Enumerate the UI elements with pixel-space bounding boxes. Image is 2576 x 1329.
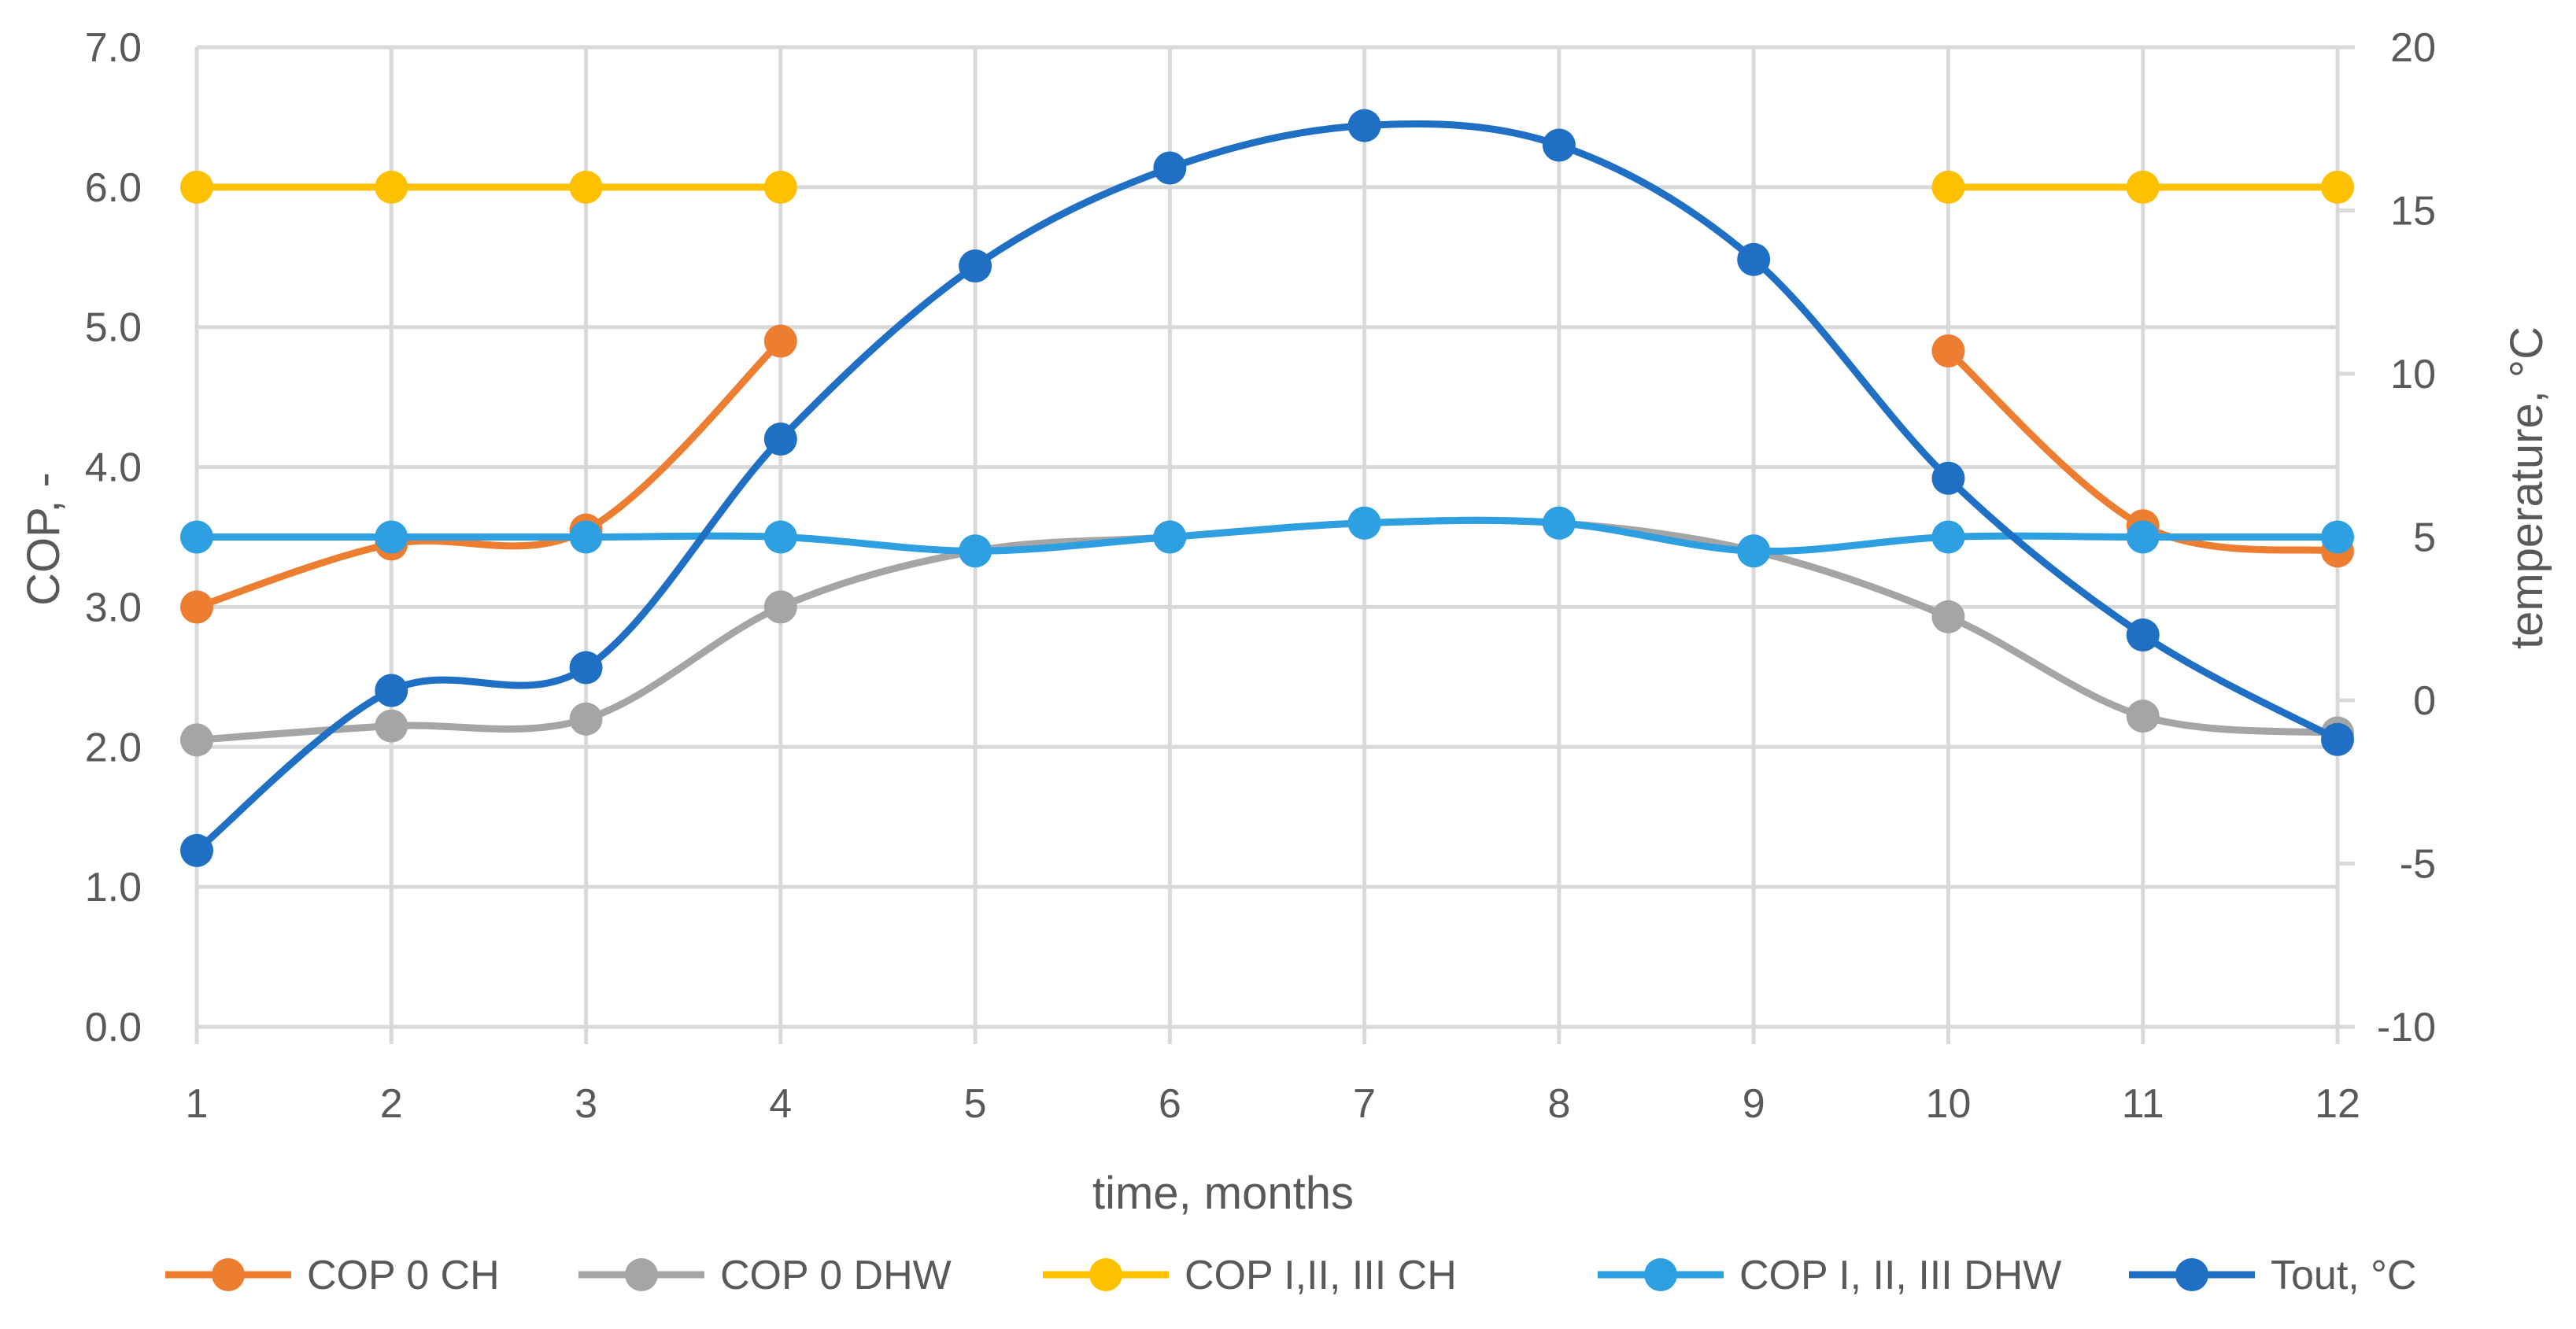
legend-item: COP I,II, III CH: [1043, 1253, 1457, 1298]
data-point: [180, 170, 213, 204]
legend-swatch-marker: [212, 1258, 245, 1291]
data-point: [2321, 520, 2354, 554]
data-point: [2321, 722, 2354, 756]
y-tick-label: 4.0: [85, 445, 142, 491]
y2-tick-label: -5: [2400, 842, 2436, 888]
data-point: [180, 520, 213, 554]
data-point: [375, 170, 408, 204]
legend-item: Tout, °C: [2129, 1253, 2417, 1298]
data-point: [569, 651, 603, 685]
data-point: [2126, 618, 2160, 652]
data-point: [1931, 600, 1965, 633]
data-point: [1931, 461, 1965, 495]
data-point: [763, 423, 797, 456]
y2-tick-label: 15: [2390, 189, 2436, 234]
y2-tick-label: -10: [2377, 1005, 2436, 1050]
y-tick-label: 3.0: [85, 585, 142, 630]
y2-axis-title: temperature, °C: [2501, 327, 2552, 649]
y-tick-label: 7.0: [85, 25, 142, 71]
legend-item: COP 0 DHW: [578, 1253, 952, 1298]
data-point: [1737, 534, 1771, 568]
x-tick-label: 4: [769, 1081, 792, 1127]
legend-label: COP I, II, III DHW: [1739, 1253, 2061, 1298]
legend-swatch-marker: [1644, 1258, 1677, 1291]
data-point: [375, 674, 408, 707]
x-tick-label: 2: [380, 1081, 403, 1127]
legend: COP 0 CH COP 0 DHW COP I,II, III CH COP I, …: [165, 1253, 2417, 1298]
legend-label: COP 0 CH: [307, 1253, 500, 1298]
data-point: [763, 170, 797, 204]
x-tick-label: 10: [1926, 1081, 1972, 1127]
y-axis-title: COP, -: [18, 472, 69, 606]
data-point: [2321, 170, 2354, 204]
y-tick-label: 6.0: [85, 165, 142, 211]
series-0: [180, 324, 2354, 624]
y2-tick-label: 20: [2390, 25, 2436, 71]
data-point: [959, 534, 992, 568]
y-tick-label: 0.0: [85, 1005, 142, 1050]
x-tick-label: 9: [1743, 1081, 1765, 1127]
y2-tick-label: 5: [2413, 515, 2436, 561]
legend-item: COP 0 CH: [165, 1253, 500, 1298]
y-tick-label: 1.0: [85, 865, 142, 910]
data-point: [1347, 506, 1381, 540]
x-tick-label: 7: [1353, 1081, 1376, 1127]
data-point: [1542, 506, 1576, 540]
data-point: [569, 170, 603, 204]
y-tick-label: 5.0: [85, 305, 142, 351]
x-tick-label: 5: [964, 1081, 987, 1127]
legend-label: Tout, °C: [2271, 1253, 2417, 1298]
data-point: [2126, 170, 2160, 204]
series-line: [193, 516, 2341, 556]
data-point: [1931, 334, 1965, 367]
series-line: [193, 338, 785, 611]
series-4: [180, 109, 2354, 867]
data-point: [763, 324, 797, 358]
x-tick-label: 12: [2315, 1081, 2360, 1127]
x-tick-label: 1: [186, 1081, 209, 1127]
x-tick-label: 3: [575, 1081, 597, 1127]
series-line: [193, 516, 2341, 744]
data-point: [180, 833, 213, 867]
data-point: [2126, 700, 2160, 733]
data-point: [375, 520, 408, 554]
legend-swatch-marker: [625, 1258, 658, 1291]
legend-item: COP I, II, III DHW: [1598, 1253, 2061, 1298]
data-point: [569, 702, 603, 736]
data-point: [1931, 520, 1965, 554]
data-point: [1347, 109, 1381, 142]
y2-tick-label: 10: [2390, 352, 2436, 397]
data-point: [959, 249, 992, 283]
data-point: [180, 723, 213, 757]
data-point: [1737, 242, 1771, 276]
legend-swatch-marker: [1089, 1258, 1122, 1291]
legend-label: COP I,II, III CH: [1185, 1253, 1457, 1298]
x-axis-title: time, months: [1092, 1168, 1354, 1219]
data-point: [569, 520, 603, 554]
data-point: [763, 520, 797, 554]
data-point: [1153, 520, 1187, 554]
series-2: [180, 170, 2354, 204]
series-layer: [180, 109, 2354, 867]
series-line: [193, 120, 2341, 855]
data-point: [1931, 170, 1965, 204]
y2-tick-label: 0: [2413, 678, 2436, 724]
legend-label: COP 0 DHW: [720, 1253, 952, 1298]
data-point: [1542, 128, 1576, 162]
legend-swatch-marker: [2175, 1258, 2208, 1291]
data-point: [2126, 520, 2160, 554]
data-point: [1153, 151, 1187, 185]
data-point: [375, 709, 408, 743]
x-tick-label: 6: [1159, 1081, 1181, 1127]
x-tick-label: 11: [2122, 1081, 2164, 1127]
x-tick-label: 8: [1547, 1081, 1570, 1127]
data-point: [180, 590, 213, 624]
data-point: [763, 590, 797, 624]
y-tick-label: 2.0: [85, 725, 142, 770]
series-3: [180, 506, 2354, 568]
